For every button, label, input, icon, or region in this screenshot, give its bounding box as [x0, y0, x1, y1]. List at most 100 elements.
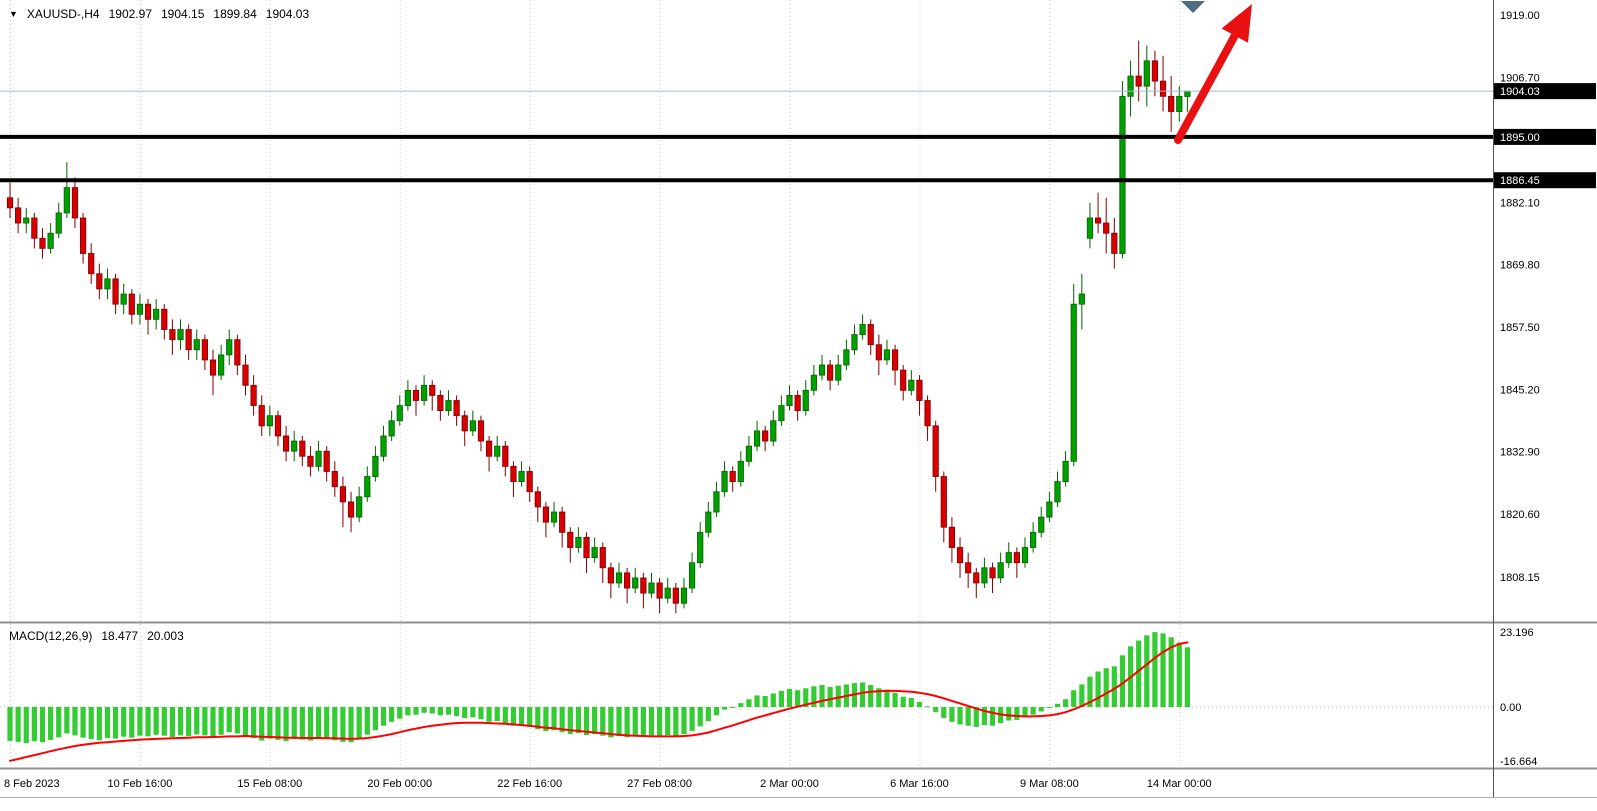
macd-histogram-bar	[1136, 640, 1142, 707]
macd-histogram-bar	[218, 706, 224, 735]
candle-body	[364, 476, 371, 498]
candle-body	[1176, 95, 1183, 112]
macd-histogram-bar	[251, 706, 257, 738]
candle-body	[15, 207, 22, 224]
symbol-timeframe-label: XAUUSD-,H4	[26, 7, 100, 21]
macd-histogram-bar	[96, 706, 102, 741]
macd-histogram-bar	[48, 706, 54, 740]
triangle-down-icon: ▼	[9, 8, 18, 19]
candle-body	[534, 491, 541, 508]
macd-histogram-bar	[340, 706, 346, 742]
candle-body	[323, 450, 330, 472]
candle-body	[680, 587, 688, 604]
candle-body	[762, 430, 769, 442]
candle-body	[1151, 60, 1159, 82]
candle-body	[250, 384, 257, 406]
candle-body	[372, 455, 379, 477]
time-tick-label: 14 Mar 00:00	[1147, 778, 1212, 790]
candle-body	[339, 486, 347, 503]
candle-body	[648, 582, 655, 594]
macd-histogram-bar	[332, 706, 338, 741]
candle-body	[429, 384, 436, 396]
macd-histogram-bar	[1111, 666, 1117, 707]
candle-body	[136, 303, 144, 315]
macd-histogram-bar	[299, 706, 305, 740]
price-tick-label: 1820.60	[1500, 509, 1540, 521]
time-axis[interactable]	[0, 769, 1493, 797]
macd-histogram-bar	[916, 701, 923, 707]
macd-histogram-bar	[535, 706, 541, 730]
macd-histogram-bar	[121, 706, 127, 737]
candle-body	[71, 187, 79, 219]
candle-body	[177, 329, 184, 341]
price-level-label: 1886.45	[1500, 175, 1540, 187]
macd-histogram-bar	[1079, 684, 1085, 707]
candle-body	[226, 339, 233, 356]
candle-body	[185, 329, 192, 351]
macd-histogram-bar	[259, 706, 265, 741]
candle-body	[908, 379, 915, 391]
macd-histogram-bar	[1054, 703, 1061, 707]
candle-body	[347, 501, 355, 518]
macd-histogram-bar	[924, 706, 931, 708]
candle-body	[380, 435, 387, 457]
macd-histogram-bar	[1006, 706, 1012, 721]
macd-tick-label: 0.00	[1500, 702, 1521, 714]
macd-histogram-bar	[1014, 706, 1020, 720]
down-triangle-marker[interactable]	[1181, 1, 1205, 13]
macd-histogram-bar	[713, 706, 720, 716]
macd-histogram-bar	[494, 706, 500, 722]
macd-histogram-bar	[1071, 690, 1077, 707]
candle-body	[1103, 222, 1110, 234]
candle-body	[956, 547, 964, 564]
candle-body	[88, 253, 95, 275]
candle-body	[1159, 80, 1167, 97]
macd-histogram-bar	[291, 706, 297, 739]
trend-arrow-shaft[interactable]	[1174, 19, 1246, 144]
macd-histogram-bar	[754, 695, 760, 707]
macd-histogram-bar	[705, 706, 711, 722]
candle-body	[55, 212, 62, 234]
macd-histogram-bar	[307, 706, 314, 741]
candle-body	[307, 455, 314, 467]
candle-body	[494, 445, 501, 457]
candle-body	[153, 308, 160, 320]
time-tick-label: 15 Feb 08:00	[237, 778, 302, 790]
candle-body	[656, 582, 663, 599]
macd-histogram-bar	[210, 706, 216, 738]
candle-body	[802, 389, 809, 412]
candle-body	[859, 324, 866, 335]
macd-histogram-bar	[39, 706, 46, 743]
macd-histogram-bar	[194, 706, 200, 735]
candle-body	[510, 465, 517, 483]
candle-body	[291, 440, 298, 452]
candle-body	[729, 471, 736, 483]
candle-body	[1168, 95, 1175, 112]
candle-body	[209, 359, 217, 376]
candle-body	[1062, 460, 1069, 483]
macd-tick-label: -16.664	[1500, 756, 1537, 768]
macd-histogram-bar	[137, 706, 143, 736]
macd-histogram-bar	[437, 706, 443, 716]
macd-histogram-bar	[592, 706, 598, 735]
macd-histogram-bar	[413, 706, 419, 715]
macd-histogram-bar	[949, 706, 955, 722]
candle-body	[144, 303, 152, 320]
candle-body	[989, 567, 996, 579]
macd-histogram-bar	[445, 706, 452, 715]
candle-body	[412, 389, 420, 401]
candle-body	[615, 572, 623, 584]
macd-histogram-bar	[559, 706, 565, 733]
candle-body	[356, 496, 363, 518]
macd-histogram-bar	[965, 706, 971, 726]
macd-histogram-bar	[527, 706, 533, 728]
macd-signal-line	[9, 641, 1189, 762]
candle-body	[1078, 293, 1085, 305]
macd-histogram-bar	[1038, 706, 1044, 712]
macd-histogram-bar	[900, 696, 906, 707]
macd-histogram-bar	[234, 706, 240, 734]
price-tick-label: 1808.15	[1500, 572, 1540, 584]
trend-arrow-head[interactable]	[1221, 4, 1252, 43]
candle-body	[242, 364, 249, 386]
